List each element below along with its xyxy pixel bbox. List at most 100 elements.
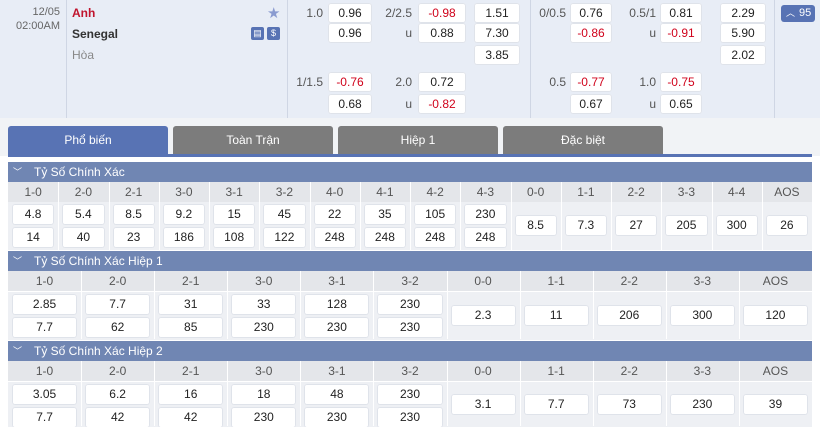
- score-odds[interactable]: 248: [363, 227, 406, 248]
- score-odds[interactable]: 230: [231, 317, 297, 338]
- score-odds[interactable]: 230: [669, 393, 735, 415]
- odds-value[interactable]: 3.85: [474, 45, 520, 65]
- score-odds[interactable]: 39: [742, 393, 808, 415]
- score-odds[interactable]: 48: [304, 384, 370, 405]
- score-odds[interactable]: 248: [313, 227, 356, 248]
- score-odds[interactable]: 230: [231, 407, 297, 427]
- odds-value[interactable]: 0.96: [328, 3, 372, 23]
- score-odds[interactable]: 8.5: [514, 215, 557, 236]
- tab[interactable]: Hiệp 1: [338, 126, 498, 154]
- tab[interactable]: Đặc biệt: [503, 126, 663, 154]
- odds-value[interactable]: -0.82: [418, 94, 466, 114]
- score-odds[interactable]: 230: [304, 317, 370, 338]
- handicap-line: 2/2.5: [385, 6, 412, 20]
- score-odds[interactable]: 300: [715, 215, 758, 236]
- favorite-star[interactable]: ★: [267, 5, 281, 22]
- score-odds[interactable]: 26: [765, 215, 808, 236]
- section-header[interactable]: [8, 162, 812, 182]
- score-odds[interactable]: 45: [263, 204, 306, 225]
- score-odds[interactable]: 128: [304, 294, 370, 315]
- odds-value[interactable]: 0.81: [660, 3, 702, 23]
- score-odds[interactable]: 8.5: [112, 204, 155, 225]
- score-odds[interactable]: 206: [596, 305, 662, 326]
- score-odds[interactable]: 3.1: [450, 393, 516, 415]
- col-separator: [227, 271, 229, 339]
- odds-value[interactable]: -0.76: [328, 72, 372, 92]
- odds-value[interactable]: -0.75: [660, 72, 702, 92]
- tab-active[interactable]: Phổ biến: [8, 126, 168, 154]
- score-odds[interactable]: 105: [414, 204, 457, 225]
- score-odds[interactable]: 300: [669, 305, 735, 326]
- score-odds[interactable]: 73: [596, 393, 662, 415]
- more-button[interactable]: 95: [781, 5, 815, 22]
- odds-value[interactable]: 0.68: [328, 94, 372, 114]
- score-odds[interactable]: 2.85: [12, 294, 78, 315]
- odds-value[interactable]: 7.30: [474, 23, 520, 43]
- score-odds[interactable]: 33: [231, 294, 297, 315]
- score-odds[interactable]: 42: [85, 407, 151, 427]
- odds-value[interactable]: 0.96: [328, 23, 372, 43]
- score-odds[interactable]: 205: [665, 215, 708, 236]
- odds-value[interactable]: -0.77: [570, 72, 612, 92]
- score-odds[interactable]: 22: [313, 204, 356, 225]
- score-odds[interactable]: 2.3: [450, 305, 516, 326]
- odds-value[interactable]: -0.86: [570, 23, 612, 43]
- col-separator: [81, 361, 83, 426]
- score-odds[interactable]: 42: [158, 407, 224, 427]
- score-odds[interactable]: 230: [377, 384, 443, 405]
- money-icon[interactable]: $: [267, 27, 280, 40]
- score-odds[interactable]: 35: [363, 204, 406, 225]
- score-odds[interactable]: 85: [158, 317, 224, 338]
- stats-icon[interactable]: ▤: [251, 27, 264, 40]
- odds-value[interactable]: 0.88: [418, 23, 466, 43]
- score-odds[interactable]: 7.7: [12, 317, 78, 338]
- score-odds[interactable]: 122: [263, 227, 306, 248]
- score-odds[interactable]: 120: [742, 305, 808, 326]
- odds-value[interactable]: 2.02: [720, 45, 766, 65]
- odds-value[interactable]: 0.72: [418, 72, 466, 92]
- score-odds[interactable]: 7.7: [12, 407, 78, 427]
- score-odds[interactable]: 27: [615, 215, 658, 236]
- score-odds[interactable]: 5.4: [62, 204, 105, 225]
- odds-value[interactable]: 2.29: [720, 3, 766, 23]
- score-odds[interactable]: 7.7: [85, 294, 151, 315]
- score-odds[interactable]: 6.2: [85, 384, 151, 405]
- score-odds[interactable]: 4.8: [12, 204, 55, 225]
- odds-value[interactable]: -0.91: [660, 23, 702, 43]
- score-odds[interactable]: 11: [523, 305, 589, 326]
- odds-value[interactable]: 0.65: [660, 94, 702, 114]
- odds-value[interactable]: -0.98: [418, 3, 466, 23]
- score-label: 3-0: [255, 364, 273, 378]
- odds-value[interactable]: 0.76: [570, 3, 612, 23]
- score-odds[interactable]: 3.05: [12, 384, 78, 405]
- score-odds[interactable]: 23: [112, 227, 155, 248]
- col-separator: [510, 182, 512, 250]
- odds-value[interactable]: 5.90: [720, 23, 766, 43]
- score-odds[interactable]: 108: [213, 227, 256, 248]
- score-odds[interactable]: 186: [162, 227, 205, 248]
- score-odds[interactable]: 14: [12, 227, 55, 248]
- score-odds[interactable]: 7.3: [564, 215, 607, 236]
- score-odds[interactable]: 230: [464, 204, 507, 225]
- tab[interactable]: Toàn Trận: [173, 126, 333, 154]
- score-odds[interactable]: 230: [304, 407, 370, 427]
- score-odds[interactable]: 7.7: [523, 393, 589, 415]
- score-odds[interactable]: 31: [158, 294, 224, 315]
- section-header[interactable]: [8, 341, 812, 361]
- score-odds[interactable]: 230: [377, 407, 443, 427]
- score-odds[interactable]: 248: [464, 227, 507, 248]
- score-odds[interactable]: 248: [414, 227, 457, 248]
- score-odds[interactable]: 40: [62, 227, 105, 248]
- score-odds[interactable]: 15: [213, 204, 256, 225]
- score-odds[interactable]: 18: [231, 384, 297, 405]
- odds-value[interactable]: 0.67: [570, 94, 612, 114]
- section-header[interactable]: [8, 251, 812, 271]
- score-label: 2-0: [108, 364, 127, 378]
- score-odds[interactable]: 9.2: [162, 204, 205, 225]
- odds-value[interactable]: 1.51: [474, 3, 520, 23]
- score-odds[interactable]: 62: [85, 317, 151, 338]
- score-odds[interactable]: 16: [158, 384, 224, 405]
- score-odds[interactable]: 230: [377, 294, 443, 315]
- more-chevron: ︿: [786, 8, 796, 18]
- score-odds[interactable]: 230: [377, 317, 443, 338]
